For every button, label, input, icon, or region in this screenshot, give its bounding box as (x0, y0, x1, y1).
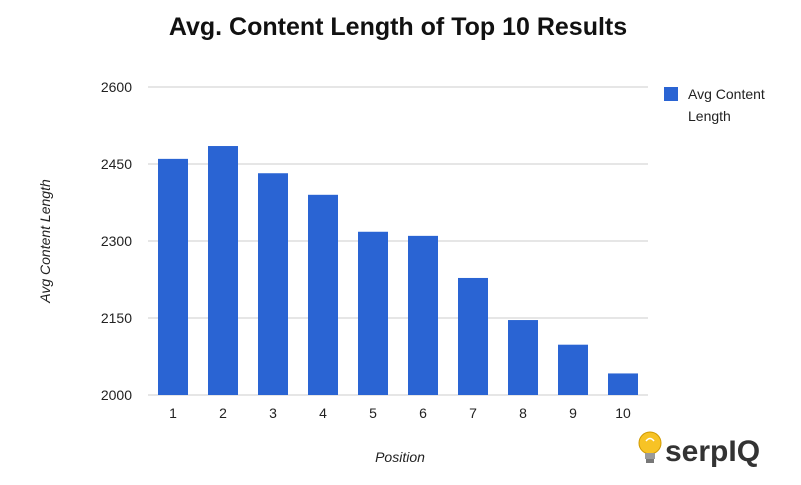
legend-swatch (664, 87, 678, 101)
logo-text: serpIQ (665, 435, 760, 468)
y-tick-label: 2600 (101, 79, 132, 95)
x-tick-label: 8 (519, 405, 527, 421)
lightbulb-icon (638, 431, 662, 463)
serpiq-logo: serpIQ (638, 431, 760, 468)
y-tick-label: 2300 (101, 233, 132, 249)
x-tick-label: 2 (219, 405, 227, 421)
x-axis-label: Position (375, 449, 425, 465)
x-tick-labels: 1 2 3 4 5 6 7 8 9 10 (169, 405, 631, 421)
bar-position-3 (258, 173, 288, 395)
chart-title: Avg. Content Length of Top 10 Results (169, 13, 627, 41)
legend-label-line1: Avg Content (688, 86, 765, 102)
x-tick-label: 10 (615, 405, 631, 421)
bar-position-6 (408, 235, 438, 395)
legend-label-line2: Length (688, 108, 731, 124)
x-tick-label: 7 (469, 405, 477, 421)
bar-position-7 (458, 277, 488, 395)
x-tick-label: 4 (319, 405, 327, 421)
bar-position-4 (308, 194, 338, 395)
bars (158, 146, 638, 395)
bar-position-10 (608, 373, 638, 395)
legend: Avg Content Length (664, 86, 765, 124)
x-tick-label: 1 (169, 405, 177, 421)
bar-position-9 (558, 344, 588, 395)
y-tick-labels: 2000 2150 2300 2450 2600 (101, 79, 132, 403)
y-tick-label: 2450 (101, 156, 132, 172)
y-tick-label: 2150 (101, 310, 132, 326)
bar-position-8 (508, 320, 538, 395)
x-tick-label: 9 (569, 405, 577, 421)
bar-position-2 (208, 146, 238, 395)
bar-position-1 (158, 158, 188, 395)
x-tick-label: 3 (269, 405, 277, 421)
x-tick-label: 6 (419, 405, 427, 421)
y-axis-label: Avg Content Length (37, 179, 53, 304)
bar-position-5 (358, 231, 388, 395)
y-tick-label: 2000 (101, 387, 132, 403)
x-tick-label: 5 (369, 405, 377, 421)
